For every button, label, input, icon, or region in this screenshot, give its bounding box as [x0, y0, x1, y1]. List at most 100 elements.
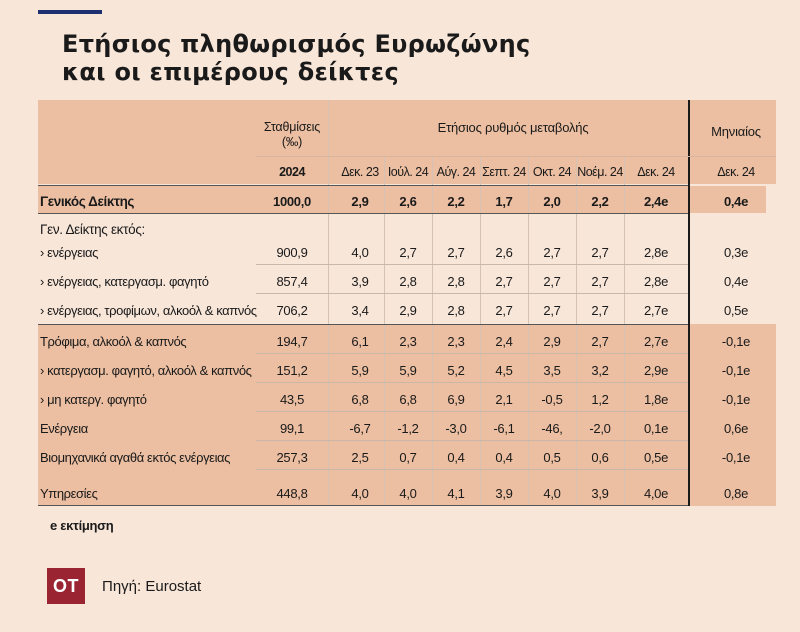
- col-divider: [432, 156, 433, 506]
- value-cell: -6,7: [349, 421, 371, 436]
- value-cell: 2,8: [447, 303, 465, 318]
- value-cell: 2,8: [447, 274, 465, 289]
- row-separator: [256, 440, 688, 441]
- accent-bar: [38, 10, 102, 14]
- col-divider: [576, 156, 577, 506]
- monthly-month: Δεκ. 24: [717, 165, 755, 179]
- value-cell: 6,8: [399, 392, 417, 407]
- group-label: Γεν. Δείκτης εκτός:: [40, 222, 146, 237]
- value-cell: 5,9: [351, 363, 369, 378]
- title-line-2: και οι επιμέρους δείκτες: [62, 58, 399, 86]
- value-cell: -6,1: [493, 421, 515, 436]
- value-cell: 2,4: [495, 334, 513, 349]
- month-col-0: Δεκ. 23: [341, 165, 379, 179]
- row-label: Ενέργεια: [40, 421, 88, 436]
- value-cell: 2,9: [399, 303, 417, 318]
- value-cell: 2,7: [591, 245, 609, 260]
- title-line-1: Ετήσιος πληθωρισμός Ευρωζώνης: [62, 30, 531, 58]
- weight-cell: 1000,0: [273, 194, 311, 209]
- row-label: Γενικός Δείκτης: [40, 194, 135, 209]
- value-cell: 1,8e: [643, 392, 669, 407]
- col-divider: [528, 156, 529, 506]
- monthly-cell: 0,5e: [723, 303, 749, 318]
- value-cell: 4,0: [543, 486, 561, 501]
- table-row: › μη κατεργ. φαγητό 43,5 6,8 6,8 6,9 2,1 -0,5 1…: [38, 382, 776, 411]
- inflation-table: Σταθμίσεις (‰) Ετήσιος ρυθμός μεταβολής …: [38, 100, 776, 506]
- table-row: Τρόφιμα, αλκοόλ & καπνός 194,7 6,1 2,3 2,3 2,…: [38, 324, 776, 353]
- monthly-cell: -0,1e: [721, 334, 751, 349]
- value-cell: 3,4: [351, 303, 369, 318]
- value-cell: 2,8e: [643, 274, 669, 289]
- row-separator: [256, 411, 688, 412]
- annual-change-header: Ετήσιος ρυθμός μεταβολής: [437, 120, 589, 135]
- weight-cell: 448,8: [276, 486, 308, 501]
- value-cell: 2,6: [399, 194, 417, 209]
- month-col-4: Οκτ. 24: [532, 165, 572, 179]
- row-label: Βιομηχανικά αγαθά εκτός ενέργειας: [40, 450, 231, 465]
- value-cell: 2,7: [447, 245, 465, 260]
- row-label: › μη κατεργ. φαγητό: [40, 392, 147, 407]
- table-bottom-line: [38, 505, 688, 506]
- value-cell: 4,0e: [643, 486, 669, 501]
- value-cell: 2,7: [591, 334, 609, 349]
- col-divider: [328, 100, 329, 506]
- value-cell: 2,0: [543, 194, 561, 209]
- value-cell: 2,5: [351, 450, 369, 465]
- value-cell: -0,5: [541, 392, 563, 407]
- value-cell: 5,9: [399, 363, 417, 378]
- value-cell: 2,7e: [643, 303, 669, 318]
- monthly-cell: 0,3e: [723, 245, 749, 260]
- row-label: › κατεργασμ. φαγητό, αλκοόλ & καπνός: [40, 363, 252, 378]
- value-cell: 2,2: [591, 194, 609, 209]
- value-cell: 6,1: [351, 334, 369, 349]
- weight-cell: 857,4: [276, 274, 308, 289]
- value-cell: 2,3: [447, 334, 465, 349]
- header-divider: [256, 156, 776, 157]
- weight-cell: 194,7: [276, 334, 308, 349]
- weight-cell: 900,9: [276, 245, 308, 260]
- month-col-3: Σεπτ. 24: [482, 165, 526, 179]
- monthly-cell: -0,1e: [721, 450, 751, 465]
- value-cell: 2,7: [399, 245, 417, 260]
- monthly-cell: 0,6e: [723, 421, 749, 436]
- value-cell: 0,5e: [643, 450, 669, 465]
- value-cell: 2,3: [399, 334, 417, 349]
- value-cell: 2,7: [543, 274, 561, 289]
- month-col-5: Νοέμ. 24: [577, 165, 623, 179]
- monthly-divider: [688, 100, 690, 506]
- row-label: Υπηρεσίες: [40, 486, 98, 501]
- row-separator: [38, 324, 688, 325]
- table-row: › ενέργειας, κατεργασμ. φαγητό 857,4 3,9 2,…: [38, 264, 776, 293]
- monthly-cell: 0,8e: [723, 486, 749, 501]
- value-cell: 6,8: [351, 392, 369, 407]
- value-cell: -3,0: [445, 421, 467, 436]
- value-cell: 2,7: [495, 274, 513, 289]
- weight-cell: 257,3: [276, 450, 308, 465]
- value-cell: 2,9e: [643, 363, 669, 378]
- value-cell: 2,9: [351, 194, 369, 209]
- value-cell: 3,9: [351, 274, 369, 289]
- value-cell: 1,7: [495, 194, 513, 209]
- value-cell: 3,5: [543, 363, 561, 378]
- table-row: Ενέργεια 99,1 -6,7 -1,2 -3,0 -6,1 -46, -2,0 0,1e…: [38, 411, 776, 440]
- monthly-cell: 0,4e: [723, 274, 749, 289]
- row-separator: [256, 469, 688, 470]
- value-cell: 2,7: [543, 245, 561, 260]
- value-cell: 2,7: [591, 274, 609, 289]
- table-row: › κατεργασμ. φαγητό, αλκοόλ & καπνός 151,…: [38, 353, 776, 382]
- row-label: › ενέργειας, τροφίμων, αλκοόλ & καπνός: [40, 303, 257, 318]
- header-band: [38, 100, 776, 184]
- row-separator: [256, 264, 688, 265]
- value-cell: -46,: [541, 421, 563, 436]
- value-cell: 4,1: [447, 486, 465, 501]
- value-cell: 2,8: [399, 274, 417, 289]
- value-cell: 2,8e: [643, 245, 669, 260]
- components-band: [38, 324, 776, 506]
- value-cell: 4,0: [351, 245, 369, 260]
- col-divider: [480, 156, 481, 506]
- monthly-cell: -0,1e: [721, 392, 751, 407]
- value-cell: -1,2: [397, 421, 419, 436]
- value-cell: 2,7: [591, 303, 609, 318]
- value-cell: 2,1: [495, 392, 513, 407]
- value-cell: 0,7: [399, 450, 417, 465]
